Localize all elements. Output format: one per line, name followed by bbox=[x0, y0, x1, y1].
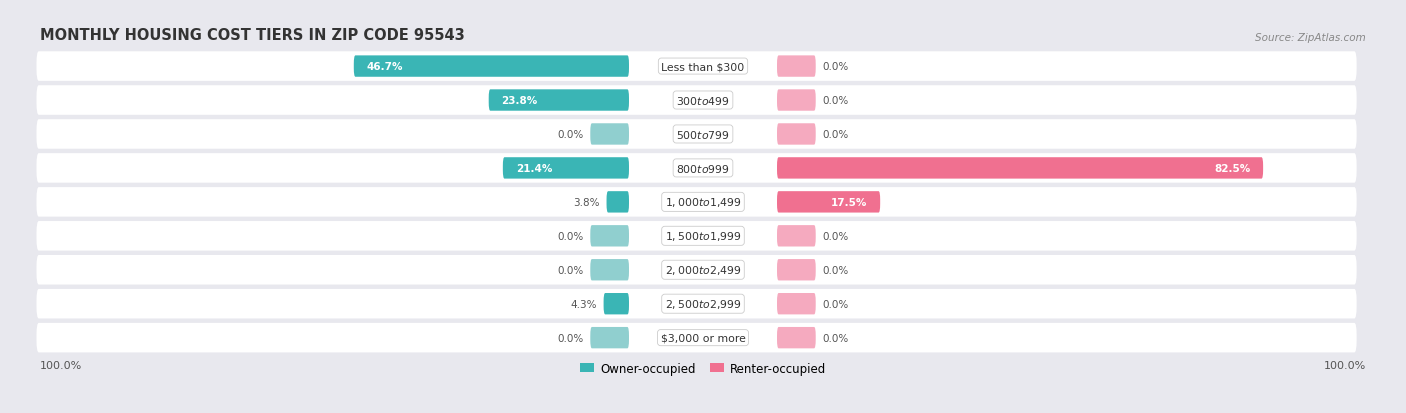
Text: $2,000 to $2,499: $2,000 to $2,499 bbox=[665, 263, 741, 277]
FancyBboxPatch shape bbox=[37, 52, 1357, 82]
Text: 0.0%: 0.0% bbox=[558, 231, 583, 241]
FancyBboxPatch shape bbox=[778, 124, 815, 145]
FancyBboxPatch shape bbox=[778, 259, 815, 281]
Text: MONTHLY HOUSING COST TIERS IN ZIP CODE 95543: MONTHLY HOUSING COST TIERS IN ZIP CODE 9… bbox=[39, 28, 464, 43]
FancyBboxPatch shape bbox=[503, 158, 628, 179]
FancyBboxPatch shape bbox=[591, 327, 628, 349]
FancyBboxPatch shape bbox=[778, 225, 815, 247]
Text: $800 to $999: $800 to $999 bbox=[676, 163, 730, 174]
Text: 17.5%: 17.5% bbox=[831, 197, 868, 207]
FancyBboxPatch shape bbox=[37, 323, 1357, 353]
Text: 0.0%: 0.0% bbox=[823, 333, 848, 343]
FancyBboxPatch shape bbox=[778, 56, 815, 78]
FancyBboxPatch shape bbox=[778, 327, 815, 349]
Text: $300 to $499: $300 to $499 bbox=[676, 95, 730, 107]
FancyBboxPatch shape bbox=[37, 86, 1357, 116]
FancyBboxPatch shape bbox=[778, 158, 1263, 179]
FancyBboxPatch shape bbox=[778, 293, 815, 315]
Text: 0.0%: 0.0% bbox=[558, 130, 583, 140]
Legend: Owner-occupied, Renter-occupied: Owner-occupied, Renter-occupied bbox=[575, 357, 831, 380]
FancyBboxPatch shape bbox=[37, 221, 1357, 251]
Text: 0.0%: 0.0% bbox=[823, 130, 848, 140]
Text: $500 to $799: $500 to $799 bbox=[676, 129, 730, 140]
Text: 0.0%: 0.0% bbox=[823, 62, 848, 72]
FancyBboxPatch shape bbox=[778, 90, 815, 112]
Text: 4.3%: 4.3% bbox=[571, 299, 598, 309]
FancyBboxPatch shape bbox=[37, 188, 1357, 217]
Text: 0.0%: 0.0% bbox=[823, 299, 848, 309]
Text: $1,500 to $1,999: $1,500 to $1,999 bbox=[665, 230, 741, 243]
FancyBboxPatch shape bbox=[354, 56, 628, 78]
Text: $1,000 to $1,499: $1,000 to $1,499 bbox=[665, 196, 741, 209]
Text: 3.8%: 3.8% bbox=[574, 197, 600, 207]
Text: 0.0%: 0.0% bbox=[823, 96, 848, 106]
FancyBboxPatch shape bbox=[591, 225, 628, 247]
Text: $2,500 to $2,999: $2,500 to $2,999 bbox=[665, 297, 741, 311]
Text: 0.0%: 0.0% bbox=[823, 231, 848, 241]
FancyBboxPatch shape bbox=[778, 192, 880, 213]
FancyBboxPatch shape bbox=[606, 192, 628, 213]
Text: 21.4%: 21.4% bbox=[516, 164, 553, 173]
FancyBboxPatch shape bbox=[37, 120, 1357, 150]
FancyBboxPatch shape bbox=[37, 289, 1357, 319]
FancyBboxPatch shape bbox=[489, 90, 628, 112]
FancyBboxPatch shape bbox=[591, 124, 628, 145]
Text: $3,000 or more: $3,000 or more bbox=[661, 333, 745, 343]
Text: 100.0%: 100.0% bbox=[1324, 361, 1367, 370]
Text: 0.0%: 0.0% bbox=[823, 265, 848, 275]
Text: 0.0%: 0.0% bbox=[558, 333, 583, 343]
Text: 23.8%: 23.8% bbox=[502, 96, 538, 106]
FancyBboxPatch shape bbox=[603, 293, 628, 315]
Text: 82.5%: 82.5% bbox=[1213, 164, 1250, 173]
Text: 46.7%: 46.7% bbox=[367, 62, 404, 72]
FancyBboxPatch shape bbox=[591, 259, 628, 281]
Text: 0.0%: 0.0% bbox=[558, 265, 583, 275]
FancyBboxPatch shape bbox=[37, 255, 1357, 285]
Text: Source: ZipAtlas.com: Source: ZipAtlas.com bbox=[1256, 33, 1367, 43]
Text: 100.0%: 100.0% bbox=[39, 361, 82, 370]
FancyBboxPatch shape bbox=[37, 154, 1357, 183]
Text: Less than $300: Less than $300 bbox=[661, 62, 745, 72]
